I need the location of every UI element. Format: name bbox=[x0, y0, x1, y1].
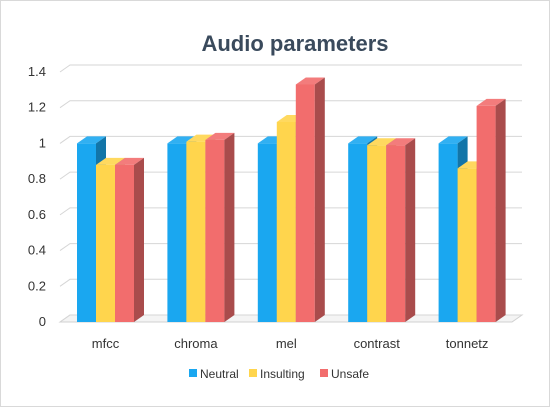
legend-item: Neutral bbox=[189, 367, 239, 381]
legend: Neutral Insulting Unsafe bbox=[189, 367, 369, 381]
x-tick-label: mfcc bbox=[92, 336, 120, 351]
gridline bbox=[59, 64, 522, 73]
legend-item: Insulting bbox=[249, 367, 305, 381]
bar bbox=[386, 138, 416, 322]
legend-swatch bbox=[249, 369, 257, 377]
y-tick-label: 1.4 bbox=[28, 64, 46, 79]
legend-label: Neutral bbox=[200, 367, 239, 381]
y-tick-label: 1 bbox=[39, 135, 46, 150]
bar bbox=[295, 77, 325, 322]
bars bbox=[77, 77, 506, 322]
x-tick-label: chroma bbox=[174, 336, 218, 351]
bar bbox=[205, 132, 235, 322]
legend-label: Unsafe bbox=[331, 367, 369, 381]
y-tick-label: 0.4 bbox=[28, 243, 46, 258]
legend-swatch bbox=[189, 369, 197, 377]
x-tick-label: contrast bbox=[354, 336, 401, 351]
y-tick-label: 0.6 bbox=[28, 207, 46, 222]
legend-item: Unsafe bbox=[320, 367, 369, 381]
y-axis-ticks: 0 0.2 0.4 0.6 0.8 1 1.2 1.4 bbox=[28, 64, 46, 329]
y-tick-label: 0.2 bbox=[28, 278, 46, 293]
y-tick-label: 0 bbox=[39, 314, 46, 329]
x-axis-ticks: mfcc chroma mel contrast tonnetz bbox=[92, 336, 489, 351]
legend-label: Insulting bbox=[260, 367, 305, 381]
x-tick-label: mel bbox=[276, 336, 297, 351]
x-tick-label: tonnetz bbox=[446, 336, 489, 351]
legend-swatch bbox=[320, 369, 328, 377]
bar bbox=[115, 157, 144, 322]
chart-title: Audio parameters bbox=[201, 31, 388, 56]
gridline bbox=[59, 100, 522, 109]
bar bbox=[476, 98, 506, 322]
y-tick-label: 0.8 bbox=[28, 171, 46, 186]
y-tick-label: 1.2 bbox=[28, 100, 46, 115]
